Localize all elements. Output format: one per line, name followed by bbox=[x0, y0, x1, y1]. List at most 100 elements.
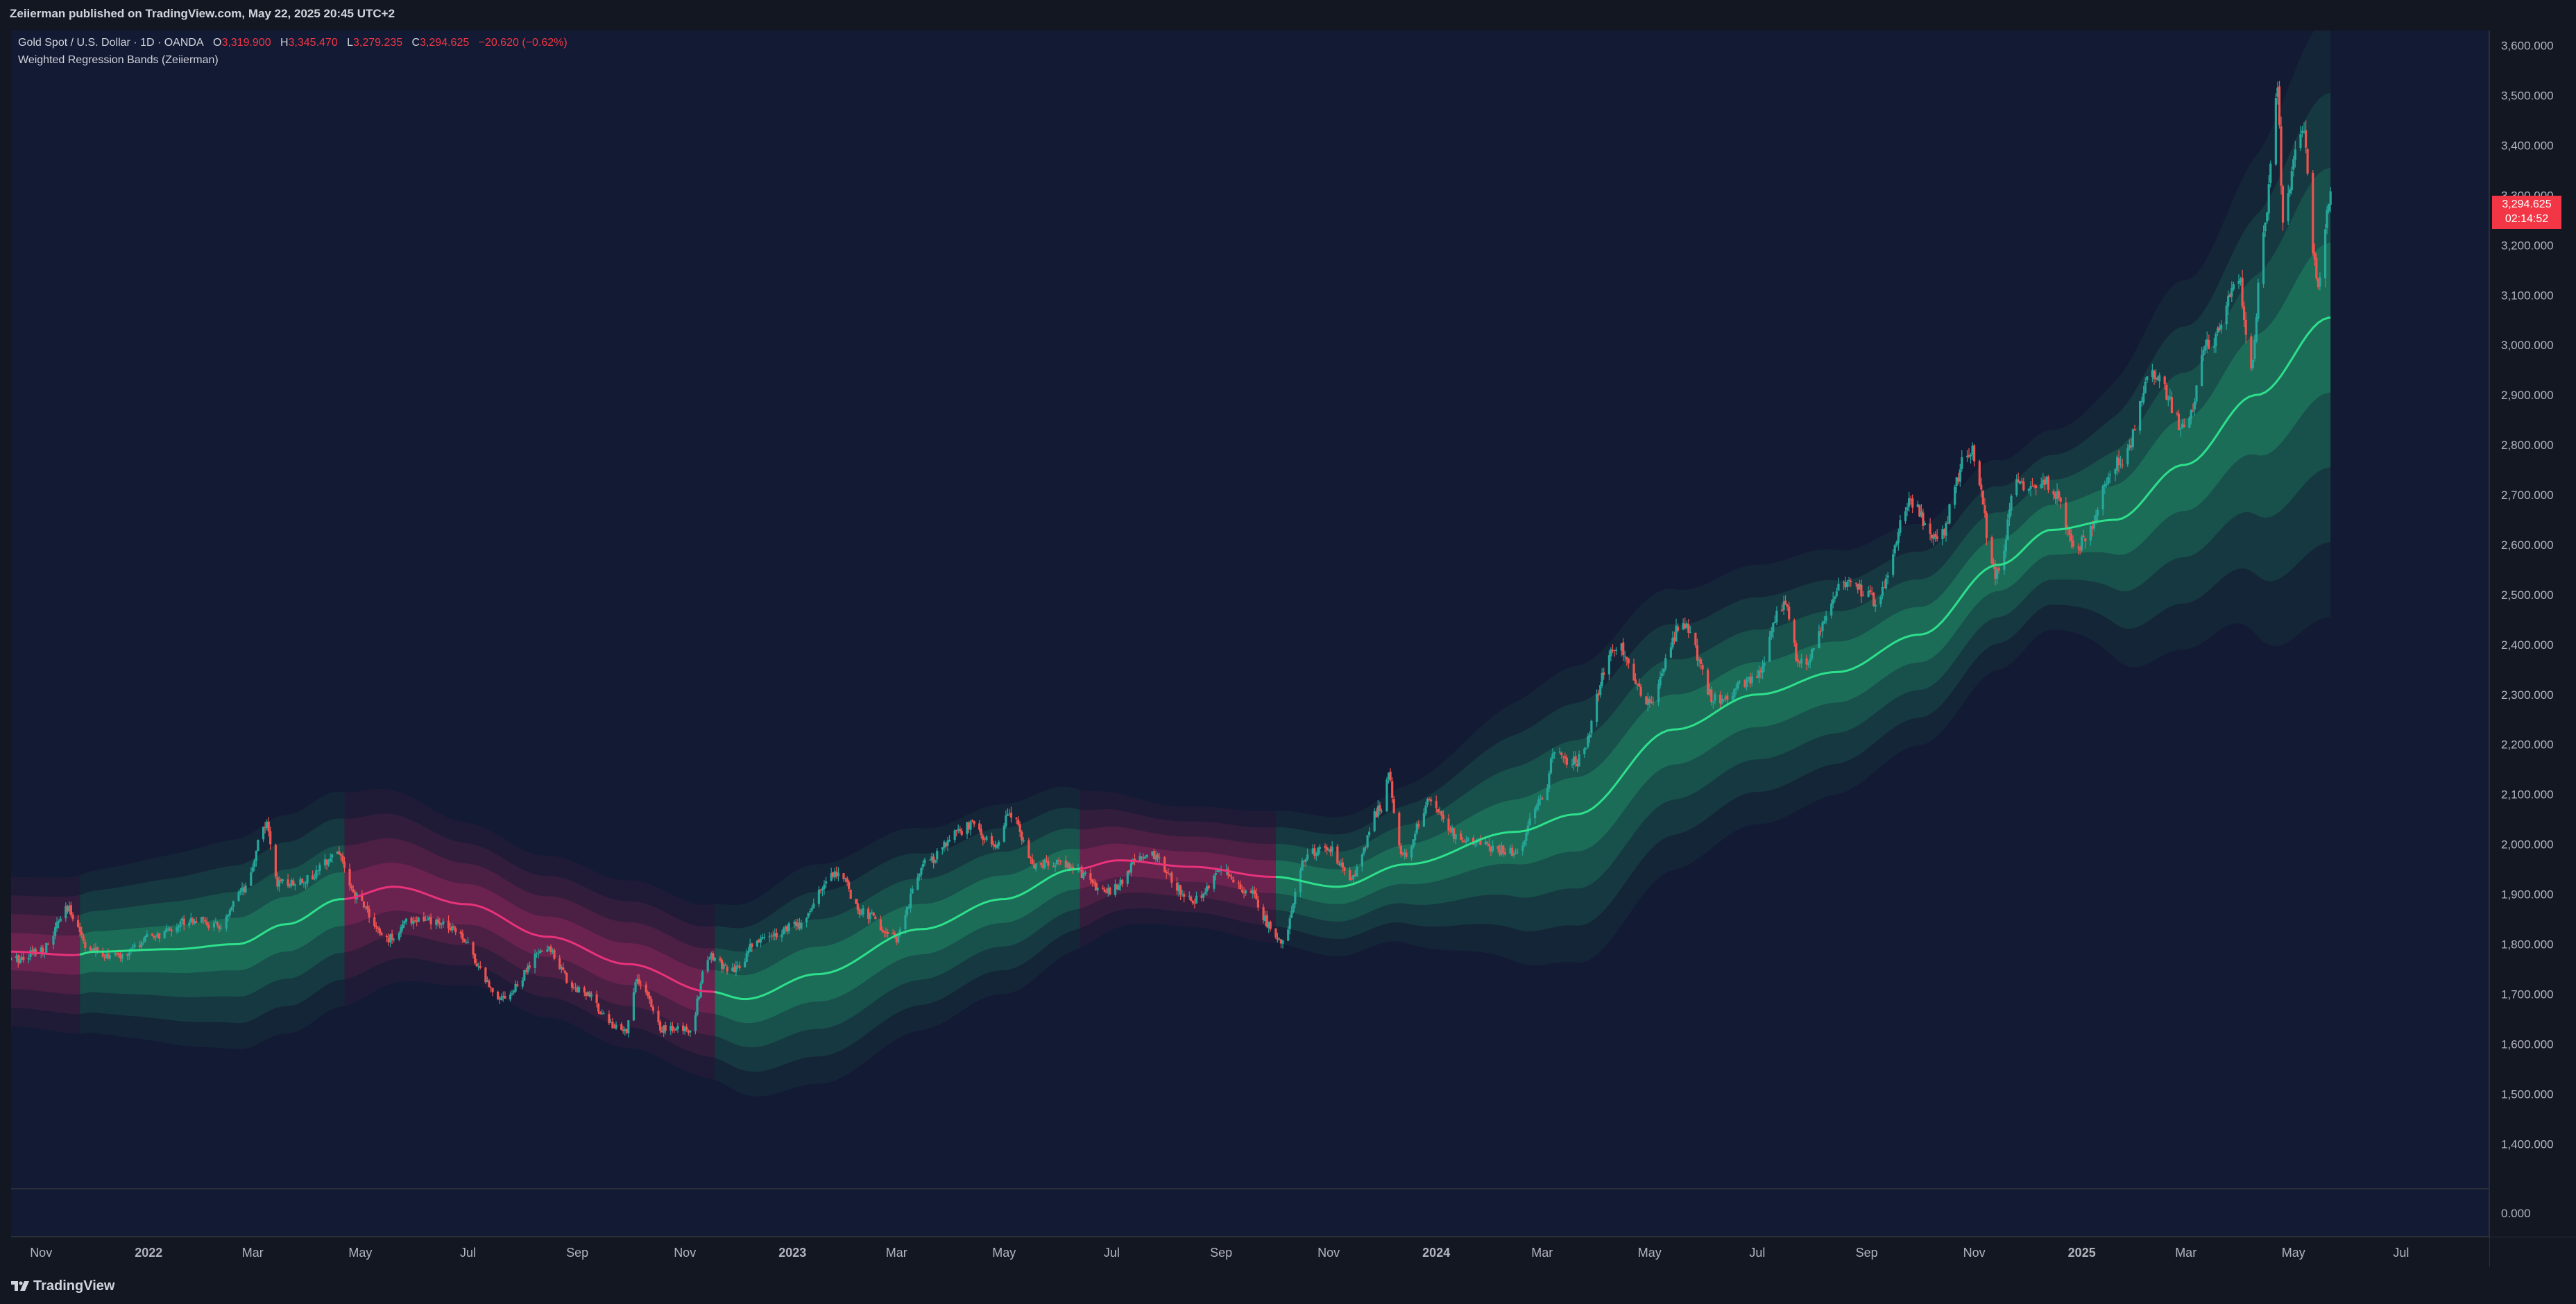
candle-body-635 bbox=[1578, 754, 1580, 767]
indicator-legend[interactable]: Weighted Regression Bands (Zeiierman) bbox=[18, 54, 219, 66]
candle-body-20 bbox=[59, 918, 62, 922]
candle-body-399 bbox=[996, 845, 998, 848]
candle-body-47 bbox=[128, 952, 130, 956]
candle-body-286 bbox=[719, 958, 722, 961]
candle-body-687 bbox=[1708, 688, 1711, 695]
candle-body-385 bbox=[960, 831, 963, 836]
candle-body-474 bbox=[1181, 894, 1184, 895]
candle-body-495 bbox=[1232, 879, 1235, 883]
candle-body-188 bbox=[475, 963, 478, 967]
time-axis-bg[interactable] bbox=[11, 1237, 2489, 1267]
candle-body-437 bbox=[1091, 879, 1094, 883]
candle-body-874 bbox=[2169, 396, 2172, 399]
price-chart[interactable]: 1,400.000 1,500.000 1,600.000 1,700.000 1,80… bbox=[11, 31, 2576, 1267]
candle-body-750 bbox=[1861, 595, 1865, 597]
candle-body-865 bbox=[2146, 376, 2149, 381]
symbol-name[interactable]: Gold Spot / U.S. Dollar · 1D · OANDA bbox=[18, 37, 204, 49]
candle-body-25 bbox=[71, 914, 74, 920]
candle-body-847 bbox=[2104, 484, 2106, 487]
candle-body-826 bbox=[2052, 491, 2055, 495]
candle-body-734 bbox=[1823, 621, 1826, 624]
candle-body-735 bbox=[1825, 616, 1827, 621]
candle-body-435 bbox=[1084, 872, 1086, 874]
candle-body-784 bbox=[1946, 523, 1950, 524]
candle-body-643 bbox=[1599, 685, 1602, 695]
time-tick-21: May bbox=[2282, 1246, 2305, 1260]
candle-body-407 bbox=[1017, 819, 1020, 825]
chart-area[interactable]: 1,400.000 1,500.000 1,600.000 1,700.000 1,80… bbox=[11, 31, 2576, 1267]
candle-body-200 bbox=[504, 996, 506, 999]
candle-body-690 bbox=[1714, 694, 1716, 701]
price-axis[interactable]: 1,400.000 1,500.000 1,600.000 1,700.000 1,80… bbox=[2501, 40, 2554, 1220]
candle-body-151 bbox=[385, 935, 389, 938]
candle-body-877 bbox=[2177, 414, 2181, 430]
candle-body-547 bbox=[1363, 847, 1365, 854]
candle-body-321 bbox=[805, 917, 808, 922]
candle-body-468 bbox=[1167, 872, 1170, 874]
candle-body-328 bbox=[821, 888, 824, 891]
candle-body-354 bbox=[885, 931, 887, 933]
candle-body-23 bbox=[68, 906, 71, 911]
candle-body-361 bbox=[904, 915, 907, 930]
candle-body-476 bbox=[1188, 896, 1191, 897]
candle-body-843 bbox=[2092, 521, 2096, 529]
candle-body-648 bbox=[1611, 650, 1614, 651]
time-tick-0: Nov bbox=[30, 1246, 52, 1260]
candle-body-335 bbox=[837, 872, 839, 877]
candle-body-565 bbox=[1405, 852, 1408, 857]
candle-body-210 bbox=[528, 965, 531, 968]
candle-body-323 bbox=[809, 911, 812, 913]
candle-body-16 bbox=[52, 935, 55, 945]
candle-body-505 bbox=[1256, 899, 1259, 908]
candle-body-27 bbox=[78, 926, 81, 932]
candle-body-770 bbox=[1911, 498, 1914, 508]
candle-body-135 bbox=[343, 861, 346, 868]
candle-body-462 bbox=[1152, 851, 1155, 860]
candle-body-277 bbox=[696, 998, 699, 1015]
candle-body-463 bbox=[1154, 855, 1157, 860]
candle-body-472 bbox=[1177, 884, 1180, 892]
candle-body-903 bbox=[2241, 278, 2244, 307]
candle-body-17 bbox=[54, 927, 57, 936]
band-bull-5-0 bbox=[1275, 31, 2331, 966]
candle-body-872 bbox=[2165, 384, 2168, 400]
candle-body-587 bbox=[1461, 840, 1464, 842]
candle-body-658 bbox=[1636, 684, 1639, 685]
candle-body-740 bbox=[1837, 584, 1840, 591]
candle-body-158 bbox=[401, 924, 404, 929]
candle-body-390 bbox=[973, 821, 975, 824]
candle-body-33 bbox=[92, 948, 96, 953]
candle-body-147 bbox=[375, 926, 377, 928]
candle-body-116 bbox=[299, 879, 302, 886]
candle-body-406 bbox=[1015, 818, 1018, 819]
candle-body-541 bbox=[1349, 870, 1351, 881]
candle-body-603 bbox=[1500, 845, 1503, 855]
candle-body-673 bbox=[1673, 637, 1675, 641]
time-axis[interactable]: Nov 2022 Mar May Jul Sep Nov 2023 Mar May Jul Sep No… bbox=[30, 1246, 2409, 1260]
candle-body-764 bbox=[1897, 532, 1900, 543]
candle-body-138 bbox=[352, 889, 355, 893]
candle-body-405 bbox=[1009, 813, 1013, 818]
candle-body-679 bbox=[1687, 624, 1690, 633]
price-axis-bg[interactable] bbox=[2490, 31, 2576, 1237]
price-tick-10: 2,400.000 bbox=[2501, 638, 2554, 652]
time-tick-19: 2025 bbox=[2068, 1246, 2096, 1260]
candle-body-31 bbox=[89, 947, 92, 951]
candle-body-403 bbox=[1006, 814, 1009, 816]
candle-body-712 bbox=[1770, 631, 1773, 637]
candle-body-320 bbox=[800, 922, 803, 929]
candle-body-115 bbox=[293, 884, 296, 886]
candle-body-316 bbox=[793, 922, 796, 924]
candle-body-699 bbox=[1737, 682, 1739, 688]
change-value: −20.620 (−0.62%) bbox=[478, 37, 568, 49]
candle-body-929 bbox=[2305, 130, 2308, 148]
tradingview-brand[interactable]: TradingView bbox=[11, 1278, 114, 1294]
candle-body-72 bbox=[189, 917, 192, 922]
candle-body-494 bbox=[1230, 877, 1233, 879]
band-bear-2-2 bbox=[344, 838, 715, 1036]
candle-body-546 bbox=[1360, 854, 1363, 867]
time-tick-22: Jul bbox=[2393, 1246, 2409, 1260]
candle-body-400 bbox=[998, 841, 1000, 846]
candle-body-795 bbox=[1973, 445, 1976, 462]
candle-body-2 bbox=[17, 955, 19, 963]
